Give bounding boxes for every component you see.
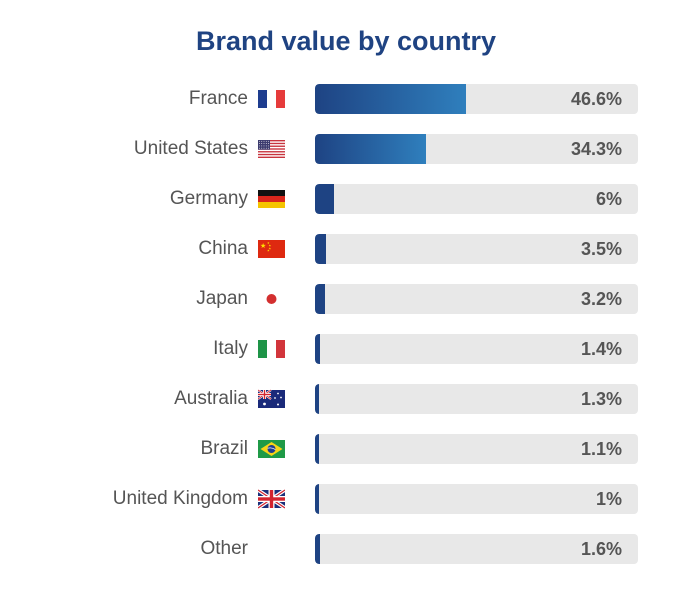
svg-text:★: ★ bbox=[269, 244, 272, 248]
bar-track: 34.3% bbox=[315, 134, 638, 164]
bar bbox=[315, 284, 326, 314]
bar-row: France 46.6% bbox=[0, 84, 692, 114]
value-label: 1.3% bbox=[580, 389, 622, 409]
value-label: 3.5% bbox=[580, 239, 622, 259]
bar-row: Brazil 1.1% bbox=[0, 434, 692, 464]
japan-flag-icon bbox=[258, 288, 285, 310]
bar-track: 46.6% bbox=[315, 84, 638, 114]
category-label: Japan bbox=[196, 288, 248, 309]
category-label: France bbox=[188, 88, 248, 109]
france-flag-icon bbox=[258, 88, 285, 110]
bar-row: Australia 1.3% bbox=[0, 384, 692, 414]
category-label: United Kingdom bbox=[112, 488, 248, 509]
bar bbox=[315, 334, 320, 364]
bar-row: Italy 1.4% bbox=[0, 334, 692, 364]
bar-row: Germany 6% bbox=[0, 184, 692, 214]
brazil-flag-icon bbox=[258, 438, 285, 460]
united-kingdom-flag-icon bbox=[257, 488, 286, 510]
bar-row: China ★ ★ ★ ★ ★ 3.5% bbox=[0, 234, 692, 264]
category-label: Brazil bbox=[200, 438, 248, 459]
bar-track: 1% bbox=[315, 484, 638, 514]
category-label: Other bbox=[200, 538, 248, 559]
svg-text:★: ★ bbox=[269, 247, 272, 251]
australia-flag-icon bbox=[257, 388, 285, 410]
value-label: 1.6% bbox=[580, 539, 622, 559]
bar-row: United States 34.3% bbox=[0, 134, 692, 164]
united-states-flag-icon bbox=[258, 138, 285, 160]
italy-flag-icon bbox=[258, 338, 285, 360]
china-flag-icon: ★ ★ ★ ★ ★ bbox=[258, 238, 285, 260]
bar bbox=[315, 434, 319, 464]
bar-row: United Kingdom 1% bbox=[0, 484, 692, 514]
value-label: 1.4% bbox=[580, 339, 622, 359]
bar-track: 6% bbox=[315, 184, 638, 214]
bar-track: 1.1% bbox=[315, 434, 638, 464]
svg-text:★: ★ bbox=[267, 249, 270, 253]
bar bbox=[315, 234, 327, 264]
category-label: China bbox=[198, 238, 248, 259]
bar-row: Other 1.6% bbox=[0, 534, 692, 564]
bar-track: 1.6% bbox=[315, 534, 638, 564]
category-label: Italy bbox=[213, 338, 248, 359]
svg-text:★: ★ bbox=[267, 241, 270, 245]
bar bbox=[315, 534, 321, 564]
bar bbox=[315, 184, 335, 214]
category-label: Germany bbox=[169, 188, 248, 209]
bar bbox=[315, 484, 319, 514]
bar-row: Japan 3.2% bbox=[0, 284, 692, 314]
bar-track: 3.5% bbox=[315, 234, 638, 264]
category-label: Australia bbox=[174, 388, 248, 409]
bar bbox=[315, 384, 320, 414]
chart-title: Brand value by country bbox=[195, 26, 497, 56]
bar-track: 1.4% bbox=[315, 334, 638, 364]
value-label: 46.6% bbox=[570, 89, 622, 109]
value-label: 1.1% bbox=[580, 439, 622, 459]
svg-text:★: ★ bbox=[260, 242, 266, 250]
bar-track: 1.3% bbox=[315, 384, 638, 414]
category-label: United States bbox=[133, 138, 248, 159]
bar bbox=[315, 134, 426, 164]
value-label: 1% bbox=[595, 489, 622, 509]
bar-track: 3.2% bbox=[315, 284, 638, 314]
value-label: 6% bbox=[595, 189, 622, 209]
value-label: 3.2% bbox=[580, 289, 622, 309]
bar bbox=[315, 84, 466, 114]
germany-flag-icon bbox=[258, 188, 285, 210]
value-label: 34.3% bbox=[570, 139, 622, 159]
